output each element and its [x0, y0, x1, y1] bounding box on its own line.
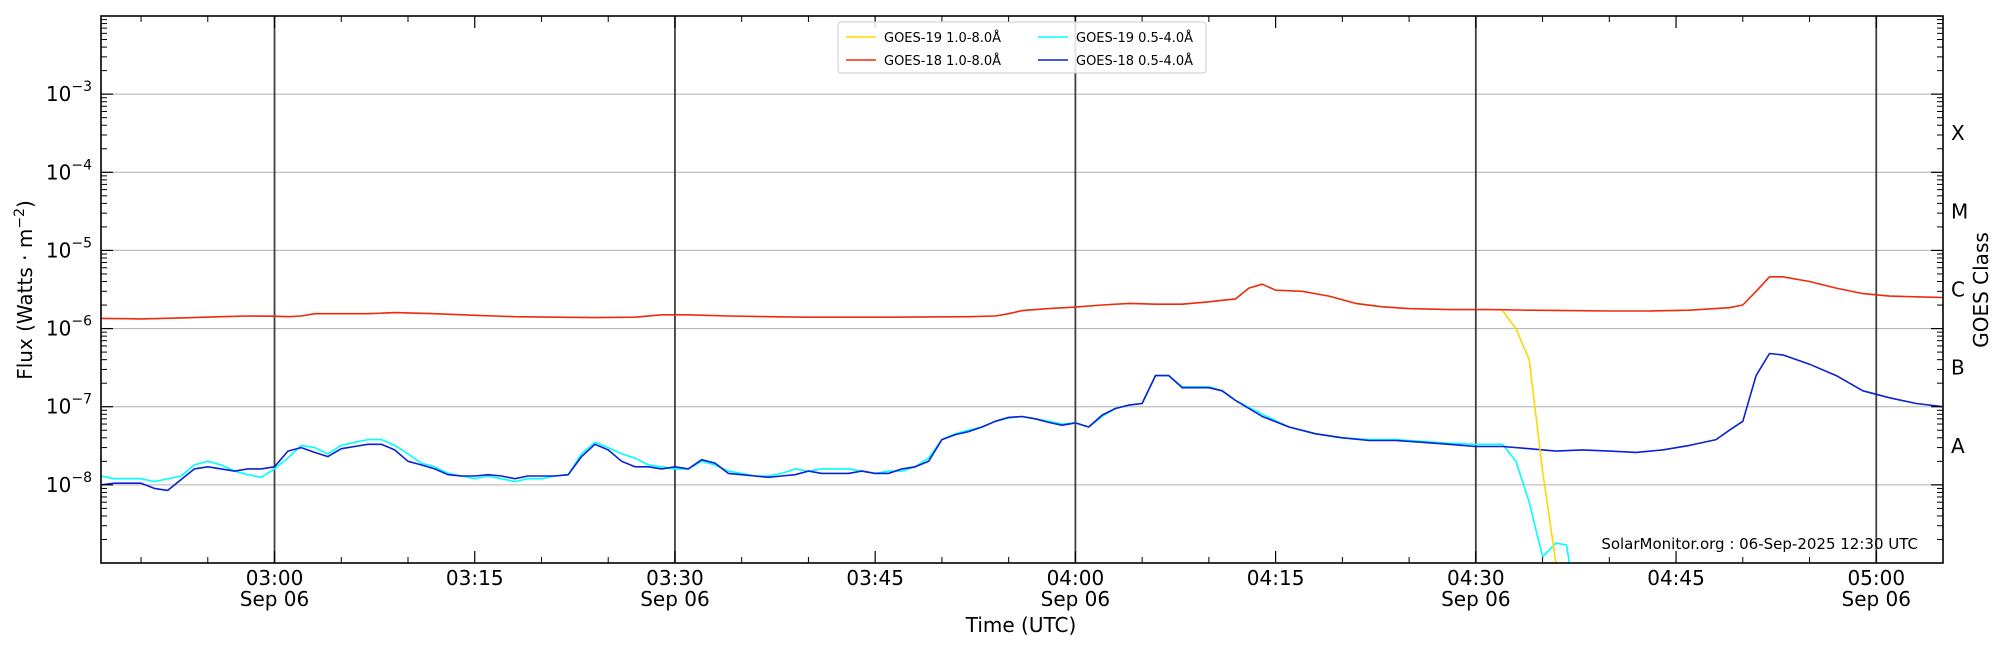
- credit-text: SolarMonitor.org : 06-Sep-2025 12:30 UTC: [1601, 535, 1918, 553]
- series-layer: [101, 275, 1943, 563]
- y-tick-label: 10−4: [46, 157, 92, 184]
- x-tick-sublabel: Sep 06: [240, 587, 310, 611]
- y-tick-label: 10−5: [46, 235, 92, 262]
- legend-box: [837, 21, 1207, 74]
- x-axis-label: Time (UTC): [965, 613, 1077, 637]
- y-tick-label: 10−6: [46, 314, 92, 341]
- x-tick-label: 05:00: [1847, 566, 1905, 590]
- x-tick-sublabel: Sep 06: [1441, 587, 1511, 611]
- y-tick-label: 10−3: [46, 79, 92, 106]
- x-tick-label: 04:30: [1447, 566, 1505, 590]
- x-tick-sublabel: Sep 06: [640, 587, 710, 611]
- x-tick-label: 03:15: [446, 566, 504, 590]
- x-tick-label: 03:45: [846, 566, 904, 590]
- y-axis-ticks: 10−3 10−4 10−5 10−6 10−7 10−8: [46, 19, 1943, 540]
- goes-class-label: B: [1951, 356, 1965, 380]
- legend-label: GOES-19 0.5-4.0Å: [1076, 30, 1193, 46]
- legend: GOES-19 1.0-8.0Å GOES-19 0.5-4.0Å GOES-18 …: [837, 21, 1207, 74]
- day-marker-lines: [273, 16, 1878, 563]
- series-line: [1501, 310, 1559, 563]
- y-tick-label: 10−8: [46, 470, 92, 497]
- x-tick-label: 04:00: [1047, 566, 1105, 590]
- goes-class-label: C: [1951, 278, 1965, 302]
- x-tick-label: 03:30: [646, 566, 704, 590]
- plot-frame: [100, 15, 1944, 564]
- x-tick-sublabel: Sep 06: [1842, 587, 1912, 611]
- goes-class-label: A: [1951, 434, 1965, 458]
- x-tick-label: 04:45: [1647, 566, 1705, 590]
- grid-lines: [101, 93, 1943, 486]
- y-tick-label: 10−7: [46, 392, 92, 419]
- series-line: [101, 275, 1943, 320]
- y-axis-label: Flux (Watts · m−2): [12, 200, 37, 380]
- legend-label: GOES-19 1.0-8.0Å: [884, 30, 1001, 46]
- legend-label: GOES-18 1.0-8.0Å: [884, 53, 1001, 69]
- goes-class-labels: X M C B A: [1951, 121, 1968, 458]
- series-line: [101, 352, 1943, 492]
- x-tick-label: 04:15: [1247, 566, 1305, 590]
- right-axis-label: GOES Class: [1969, 232, 1993, 348]
- goes-class-label: X: [1951, 121, 1965, 145]
- goes-class-label: M: [1951, 199, 1968, 223]
- x-tick-label: 03:00: [246, 566, 304, 590]
- legend-label: GOES-18 0.5-4.0Å: [1076, 53, 1193, 69]
- x-tick-sublabel: Sep 06: [1041, 587, 1111, 611]
